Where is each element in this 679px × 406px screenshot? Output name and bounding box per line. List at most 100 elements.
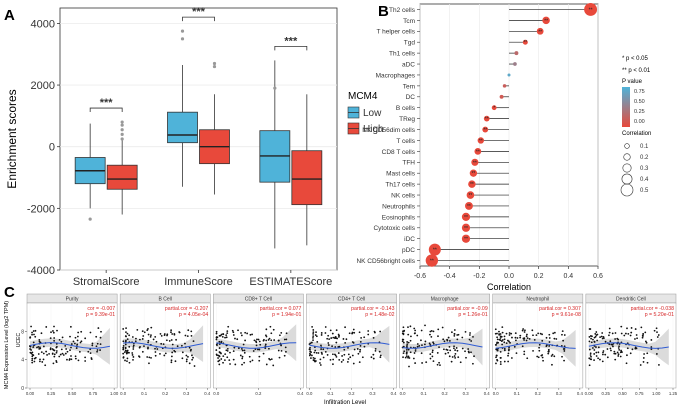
panel-a-x-ticks: StromalScore ImmuneScore ESTIMATEScore [73,270,332,288]
scatter-point [123,351,126,354]
scatter-point [503,335,506,338]
scatter-point [61,336,64,339]
scatter-point [131,336,134,338]
scatter-point [100,330,102,333]
scatter-point [532,349,534,352]
scatter-point [181,357,184,360]
scatter-point [590,341,593,344]
scatter-point [154,354,157,357]
panel-label-b: B [378,3,389,20]
scatter-point [538,346,541,349]
scatter-point [495,354,498,357]
scatter-point [248,355,251,358]
scatter-point [359,341,362,343]
fit-line [216,342,297,349]
x-tick-label: 0.0 [213,391,220,396]
scatter-point [218,340,221,343]
scatter-point [523,339,525,341]
facet-stat-p: p = 9.39e-01 [86,312,115,318]
scatter-point [503,341,506,344]
x-tick-label: 0.1 [421,391,428,396]
x-tick-label: 0.50 [618,391,627,396]
scatter-point [523,350,526,353]
scatter-point [593,359,595,362]
scatter-point [356,348,359,350]
confidence-band [588,328,669,366]
scatter-point [80,330,83,333]
lollipop-sig-label: ** [485,117,489,123]
facet-title: Purity [66,296,79,302]
scatter-point [344,326,346,329]
scatter-point [327,334,330,337]
facet-cd8-t-cell: CD8+ T Cell 0.0 0.2 0.4 partial.cor = 0.077p… [213,293,304,396]
x-tick-label: ImmuneScore [164,276,232,288]
scatter-point [232,358,235,361]
scatter-point [39,358,41,361]
scatter-point [467,348,470,350]
lollipop-dot [468,180,476,188]
scatter-point [215,338,218,341]
lollipop-sig-label: ** [467,204,471,210]
scatter-point [312,337,314,339]
scatter-point [84,356,87,359]
scatter-point [170,361,173,364]
scatter-point [241,355,244,358]
scatter-point [312,331,315,334]
scatter-point [221,335,224,338]
scatter-point [68,359,71,361]
scatter-point [255,344,258,347]
lollipop [502,84,509,88]
scatter-point [141,350,144,353]
scatter-point [599,336,602,339]
lollipop-dot [514,51,519,56]
scatter-point [143,331,146,334]
scatter-point [609,347,612,350]
correlation-size-label: 0.3 [640,166,649,172]
scatter-point [642,335,644,337]
scatter-point [31,359,34,362]
scatter-point [312,329,315,331]
scatter-point [626,347,629,350]
lollipop: ** [461,212,509,221]
scatter-point [472,335,474,338]
scatter-point [629,334,632,337]
scatter-point [519,334,522,337]
scatter-point [91,344,94,347]
scatter-point [345,338,348,341]
scatter-point [126,349,129,352]
scatter-point [602,351,604,354]
confidence-band [495,329,576,367]
scatter-point [191,354,193,357]
scatter-point [329,329,332,332]
lollipop-dot [461,234,471,243]
scatter-point [64,344,67,347]
scatter-point [618,345,620,348]
lollipop: ** [425,254,509,267]
x-tick-label: 0.00 [585,391,594,396]
scatter-point [29,336,32,339]
lollipop-dot [499,94,504,99]
panel-label-c: C [4,284,15,301]
scatter-point [176,345,179,348]
lollipop: ** [509,16,550,24]
scatter-point [91,342,94,345]
scatter-point [334,346,337,348]
outlier-point [212,61,217,66]
scatter-point [423,343,426,346]
scatter-point [319,362,321,364]
scatter-point [617,347,620,349]
category-label: pDC [402,247,415,254]
scatter-point [55,345,58,348]
facet-stat-p: p = 1.26e-01 [458,312,487,318]
panel-c-y-label: MCM4 Expression Level (log2 TPM) [4,301,10,389]
scatter-point [644,331,647,334]
scatter-point [442,338,445,341]
scatter-point [453,332,456,335]
scatter-point [215,336,218,338]
scatter-point [244,339,246,342]
lollipop-dot [428,243,441,256]
scatter-point [226,332,229,335]
lollipop-dot [502,84,507,88]
scatter-point [220,358,223,360]
